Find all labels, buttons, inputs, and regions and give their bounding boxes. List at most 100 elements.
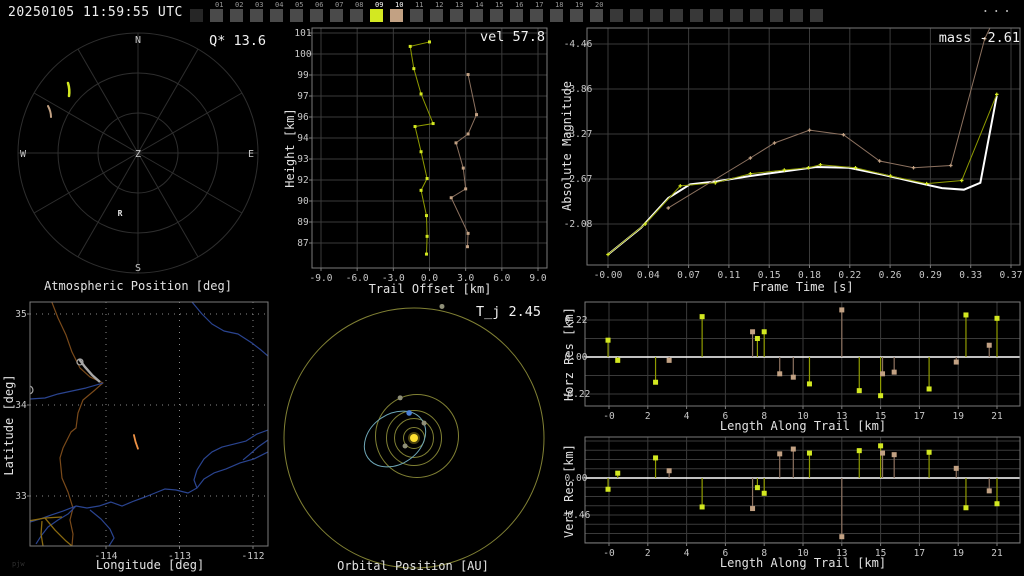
frame-thumbnail [210, 9, 223, 22]
jupiter-planet [439, 303, 445, 309]
tisserand-readout: T_j 2.45 [475, 304, 541, 320]
mercury-planet [402, 443, 408, 449]
svg-text:4: 4 [684, 548, 690, 559]
frame-cell-12[interactable]: 12 [430, 1, 444, 25]
radiant-marker: R [118, 209, 123, 218]
frame-cell-01[interactable]: 01 [210, 1, 224, 25]
svg-text:94: 94 [297, 133, 309, 144]
overflow-menu-button[interactable]: ... [981, 1, 1014, 16]
frame-cell-02[interactable]: 02 [230, 1, 244, 25]
frame-cell-20[interactable]: 20 [590, 1, 604, 25]
svg-text:0.29: 0.29 [919, 270, 942, 281]
svg-text:93: 93 [297, 154, 308, 165]
frame-cell-05[interactable]: 05 [290, 1, 304, 25]
q-reserve-readout: Q* 13.6 [209, 33, 266, 49]
svg-text:N: N [135, 35, 141, 46]
svg-text:-0.22: -0.22 [562, 389, 590, 400]
svg-text:89: 89 [297, 217, 309, 228]
svg-text:6.0: 6.0 [493, 273, 510, 284]
frame-thumbnail [670, 9, 683, 22]
svg-text:10: 10 [797, 548, 809, 559]
frame-number-label: 02 [235, 1, 244, 9]
frame-cell-11[interactable]: 11 [410, 1, 424, 25]
detection-streak-secondary [47, 105, 52, 118]
frame-cell-blank[interactable] [610, 2, 624, 25]
svg-text:S: S [135, 263, 141, 274]
svg-text:0.26: 0.26 [879, 270, 902, 281]
svg-text:13: 13 [836, 548, 847, 559]
svg-text:19: 19 [952, 548, 964, 559]
frame-number-label: 08 [355, 1, 364, 9]
mars-planet [397, 395, 403, 401]
frame-cell-blank[interactable] [650, 2, 664, 25]
frame-cell-blank[interactable] [810, 2, 824, 25]
svg-text:21: 21 [991, 411, 1003, 422]
svg-text:35: 35 [15, 309, 26, 320]
vert-res-panel: -0 2 4 6 8 10 13 15 17 19 21 0.00 -0.46 Length Along… [562, 434, 1024, 576]
frame-cell-03[interactable]: 03 [250, 1, 264, 25]
frame-cell-blank[interactable] [630, 2, 644, 25]
svg-text:0.18: 0.18 [798, 270, 821, 281]
frame-thumbnail [610, 9, 623, 22]
frame-thumbnail [290, 9, 303, 22]
frame-cell-09[interactable]: 09 [370, 1, 384, 25]
frame-thumbnail [570, 9, 583, 22]
title-bar: 20250105 11:59:55 UTC 01 02 03 04 05 06 07 08 09… [0, 0, 1024, 26]
svg-text:87: 87 [297, 238, 308, 249]
frame-number-label: 05 [295, 1, 304, 9]
svg-text:21: 21 [991, 548, 1003, 559]
frame-thumbnail [630, 9, 643, 22]
frame-cell-07[interactable]: 07 [330, 1, 344, 25]
watermark: pjw [12, 560, 25, 568]
frame-cell-17[interactable]: 17 [530, 1, 544, 25]
svg-text:-0.00: -0.00 [594, 270, 623, 281]
frame-cell-blank[interactable] [770, 2, 784, 25]
svg-text:9.0: 9.0 [529, 273, 546, 284]
frame-cell-15[interactable]: 15 [490, 1, 504, 25]
svg-text:-0: -0 [603, 548, 615, 559]
svg-text:0.00: 0.00 [565, 352, 588, 363]
frame-number-label: 18 [555, 1, 564, 9]
frame-cell-blank[interactable] [790, 2, 804, 25]
frame-cell-16[interactable]: 16 [510, 1, 524, 25]
frame-cell-blank[interactable] [670, 2, 684, 25]
svg-text:96: 96 [297, 112, 309, 123]
frame-cell-08[interactable]: 08 [350, 1, 364, 25]
svg-text:-2.67: -2.67 [564, 174, 593, 185]
frame-cell-blank[interactable] [690, 2, 704, 25]
frame-cell-19[interactable]: 19 [570, 1, 584, 25]
frame-thumbnail [590, 9, 603, 22]
frame-number-label: 09 [375, 1, 384, 9]
frame-cell-blank[interactable] [730, 2, 744, 25]
frame-number-label: 10 [395, 1, 404, 9]
frame-cell-18[interactable]: 18 [550, 1, 564, 25]
frame-number-label: 03 [255, 1, 264, 9]
frame-thumbnail [770, 9, 783, 22]
frame-cell-06[interactable]: 06 [310, 1, 324, 25]
frame-cell-blank[interactable] [190, 2, 204, 25]
svg-text:4: 4 [684, 411, 690, 422]
frame-cell-blank[interactable] [710, 2, 724, 25]
frame-cell-14[interactable]: 14 [470, 1, 484, 25]
frame-cell-13[interactable]: 13 [450, 1, 464, 25]
svg-text:-6.0: -6.0 [346, 273, 369, 284]
frame-thumbnail [790, 9, 803, 22]
frame-thumbnail [310, 9, 323, 22]
absolute-magnitude-ylabel: Absolute Magnitude [560, 80, 574, 212]
vert-res-chart: -0 2 4 6 8 10 13 15 17 19 21 0.00 -0.46 [562, 436, 1021, 559]
frame-cell-blank[interactable] [750, 2, 764, 25]
svg-text:6: 6 [723, 548, 729, 559]
absolute-magnitude-panel: -0.00 0.04 0.07 0.11 0.15 0.18 0.22 0.26 0.29 0.3… [560, 26, 1024, 300]
frame-number-label: 07 [335, 1, 344, 9]
ground-track-map-panel: -114 -113 -112 35 34 33 Longitude [deg] Latit… [0, 300, 280, 576]
frame-thumbnail [410, 9, 423, 22]
frame-number-label: 04 [275, 1, 284, 9]
frame-cell-04[interactable]: 04 [270, 1, 284, 25]
frame-cell-10[interactable]: 10 [390, 1, 404, 25]
venus-orbit [394, 418, 434, 458]
svg-text:17: 17 [914, 548, 925, 559]
frame-number-label: 15 [495, 1, 504, 9]
orbital-position-title: Orbital Position [AU] [337, 559, 489, 573]
meteoroid-orbit [363, 410, 427, 468]
svg-text:0.11: 0.11 [717, 270, 740, 281]
